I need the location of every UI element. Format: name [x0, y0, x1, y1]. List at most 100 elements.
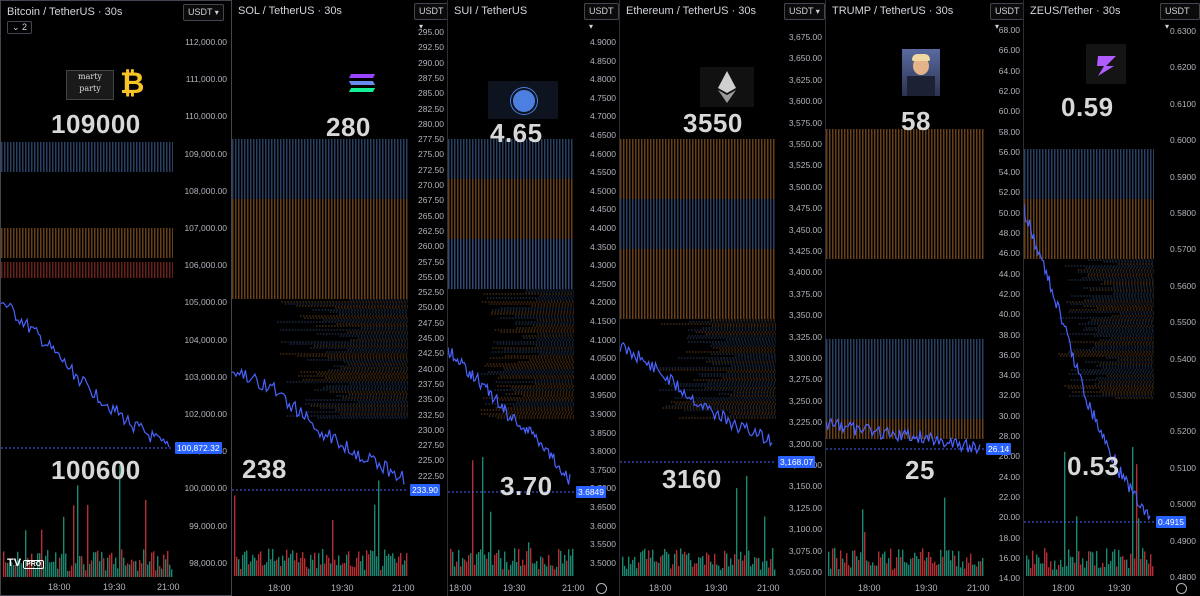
- volume-bar: [1130, 553, 1132, 576]
- settings-icon[interactable]: [596, 583, 607, 594]
- volume-bar: [242, 554, 244, 576]
- volume-bar: [526, 551, 528, 576]
- volume-bar: [1122, 555, 1124, 576]
- volume-bar: [722, 567, 724, 576]
- volume-bar: [1080, 564, 1082, 576]
- lower-level-label: 3.70: [500, 471, 553, 501]
- time-label: 21:00: [392, 583, 415, 593]
- volume-bar: [464, 559, 466, 576]
- price-tick: 240.00: [418, 363, 444, 374]
- volume-bar: [940, 549, 942, 576]
- volume-bar: [542, 557, 544, 576]
- volume-bar: [264, 564, 266, 576]
- price-tick: 109,000.00: [184, 148, 227, 159]
- volume-bar: [768, 567, 770, 576]
- volume-bar: [1108, 564, 1110, 576]
- price-tick: 108,000.00: [184, 185, 227, 196]
- volume-bar: [944, 497, 946, 576]
- volume-bar: [1126, 559, 1128, 576]
- chart-plot[interactable]: [620, 0, 776, 578]
- volume-bar: [562, 563, 564, 576]
- volume-bar: [842, 558, 844, 576]
- volume-bar: [762, 561, 764, 576]
- chart-plot[interactable]: [448, 0, 574, 578]
- volume-bar: [922, 548, 924, 576]
- chart-panel-zeus[interactable]: ZEUS/Tether · 30s USDT 0.6300 0.6200 0.610…: [1024, 0, 1200, 596]
- volume-bar: [658, 562, 660, 576]
- volume-bar: [974, 564, 976, 576]
- currency-select[interactable]: USDT: [784, 3, 825, 20]
- currency-select[interactable]: USDT: [414, 3, 447, 20]
- volume-bar: [700, 557, 702, 576]
- volume-bar: [844, 562, 846, 576]
- volume-bar: [976, 566, 978, 576]
- collapse-button[interactable]: ⌄ 2: [7, 21, 33, 34]
- volume-bar: [484, 554, 486, 576]
- volume-bar: [1096, 551, 1098, 576]
- volume-bar: [252, 554, 254, 576]
- symbol-title[interactable]: ZEUS/Tether · 30s: [1030, 5, 1121, 17]
- volume-bar: [956, 566, 958, 576]
- price-scale[interactable]: 295.00 292.50 290.00 287.50 285.00 282.50 280.…: [408, 20, 447, 578]
- price-line: [232, 367, 405, 485]
- volume-bar: [326, 554, 328, 576]
- symbol-title[interactable]: Ethereum / TetherUS · 30s: [626, 5, 757, 17]
- currency-select[interactable]: USDT: [183, 4, 224, 21]
- volume-bar: [766, 560, 768, 576]
- price-line: [620, 341, 773, 448]
- volume-bar: [848, 565, 850, 576]
- currency-select[interactable]: USDT: [584, 3, 619, 20]
- price-tick: 3,550.00: [788, 139, 822, 149]
- volume-bar: [904, 562, 906, 576]
- chart-panel-eth[interactable]: Ethereum / TetherUS · 30s USDT 3,675.003…: [620, 0, 826, 596]
- price-scale[interactable]: 4.9000 4.8500 4.8000 4.7500 4.7000 4.6500 4.60…: [574, 20, 619, 578]
- volume-bar: [1058, 564, 1060, 576]
- price-tick: 3,650.00: [788, 53, 822, 64]
- logo-text: marty party: [78, 72, 102, 93]
- price-tick: 40.00: [998, 309, 1020, 320]
- volume-bar: [622, 556, 624, 576]
- currency-select[interactable]: USDT: [990, 3, 1023, 20]
- volume-bar: [546, 566, 548, 576]
- volume-bar: [362, 555, 364, 576]
- chart-panel-btc[interactable]: Bitcoin / TetherUS · 30s USDT ⌄ 2 112,00…: [0, 0, 232, 596]
- price-tick: 18.00: [998, 532, 1020, 543]
- chart-plot[interactable]: [826, 0, 984, 578]
- volume-bar: [1040, 563, 1042, 576]
- symbol-title[interactable]: Bitcoin / TetherUS · 30s: [7, 6, 123, 18]
- chart-plot[interactable]: [232, 0, 408, 578]
- volume-bar: [274, 560, 276, 576]
- symbol-title[interactable]: TRUMP / TetherUS · 30s: [832, 5, 954, 17]
- price-line: [1, 301, 170, 448]
- volume-bar: [346, 554, 348, 576]
- symbol-title[interactable]: SUI / TetherUS: [454, 5, 528, 17]
- volume-bar: [171, 569, 173, 577]
- chart-panel-sol[interactable]: SOL / TetherUS · 30s USDT 295.00292.5029…: [232, 0, 448, 596]
- price-tick: 3.8000: [590, 446, 616, 457]
- price-tick: 267.50: [418, 195, 444, 206]
- lower-level-label: 25: [905, 455, 935, 485]
- chart-plot[interactable]: [1024, 0, 1154, 578]
- price-tick: 3.7500: [590, 464, 616, 475]
- settings-icon[interactable]: [1176, 583, 1187, 594]
- price-scale[interactable]: 0.6300 0.6200 0.6100 0.6000 0.5900 0.5800 0.57…: [1154, 20, 1200, 582]
- price-line: [448, 347, 571, 485]
- chart-panel-trump[interactable]: TRUMP / TetherUS · 30s USDT 68.00 66.00 64…: [826, 0, 1024, 596]
- volume-bar: [334, 559, 336, 576]
- price-scale[interactable]: 112,000.00 111,000.00 110,000.00 109,000.00…: [173, 21, 231, 577]
- price-scale[interactable]: 68.00 66.00 64.00 62.00 60.00 58.00 56.00 54.00…: [984, 20, 1023, 583]
- volume-bar: [99, 561, 101, 577]
- volume-bar: [754, 557, 756, 576]
- volume-bar: [476, 554, 478, 576]
- price-scale[interactable]: 3,675.00 3,650.00 3,625.00 3,600.00 3,575.00…: [776, 20, 825, 578]
- price-tick: 28.00: [998, 431, 1020, 441]
- chart-panel-sui[interactable]: SUI / TetherUS USDT 4.90004.85004.80004.…: [448, 0, 620, 596]
- volume-bar: [1124, 559, 1126, 576]
- volume-bar: [398, 556, 400, 576]
- price-tick: 4.0000: [590, 371, 616, 382]
- chart-plot[interactable]: [1, 1, 173, 579]
- currency-select[interactable]: USDT: [1160, 3, 1200, 20]
- symbol-title[interactable]: SOL / TetherUS · 30s: [238, 5, 342, 17]
- price-tick: 3,075.00: [788, 545, 822, 556]
- volume-bar: [328, 557, 330, 576]
